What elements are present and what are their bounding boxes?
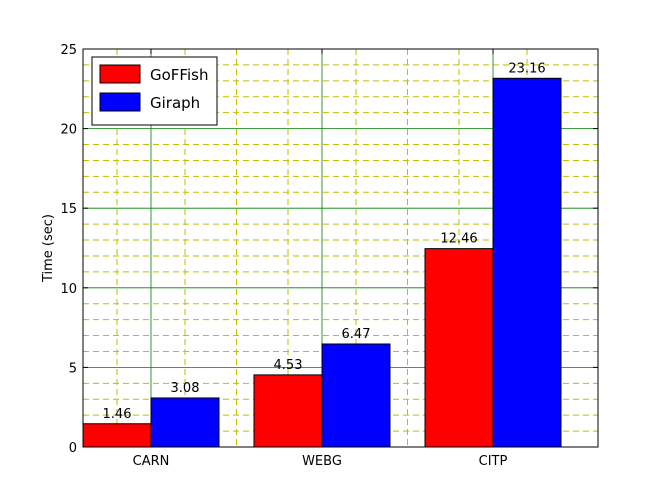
bars bbox=[82, 77, 562, 448]
data-label: 6.47 bbox=[342, 327, 371, 342]
x-tick-label: CITP bbox=[479, 454, 508, 469]
data-label: 23.16 bbox=[508, 61, 545, 76]
legend-label: GoFFish bbox=[150, 66, 208, 84]
legend-label: Giraph bbox=[150, 94, 200, 112]
y-tick-label: 10 bbox=[60, 282, 77, 297]
data-label: 3.08 bbox=[171, 381, 200, 396]
legend-swatch bbox=[99, 64, 141, 84]
bar-giraph-webg bbox=[321, 343, 391, 448]
y-tick-label: 5 bbox=[69, 361, 77, 376]
legend-swatch bbox=[99, 92, 141, 112]
ticks: 0 5 10 15 20 25 CARN WEBG CITP bbox=[60, 43, 598, 469]
data-label: 12.46 bbox=[440, 232, 477, 247]
plot-frame bbox=[82, 48, 599, 448]
data-label: 4.53 bbox=[274, 358, 303, 373]
bar-goffish-citp bbox=[424, 248, 494, 448]
bar-giraph-citp bbox=[492, 77, 562, 448]
y-tick-label: 15 bbox=[60, 202, 77, 217]
bar-goffish-webg bbox=[253, 374, 323, 448]
x-tick-label: WEBG bbox=[302, 454, 342, 469]
bar-giraph-carn bbox=[150, 397, 220, 448]
bar-goffish-carn bbox=[82, 423, 152, 448]
y-tick-label: 20 bbox=[60, 123, 77, 138]
data-labels: 1.46 4.53 12.46 3.08 6.47 23.16 bbox=[103, 61, 546, 421]
y-tick-label: 0 bbox=[69, 441, 77, 456]
x-tick-label: CARN bbox=[133, 454, 170, 469]
legend: GoFFish Giraph bbox=[91, 56, 218, 126]
y-axis-label: Time (sec) bbox=[41, 214, 56, 283]
data-label: 1.46 bbox=[103, 407, 132, 422]
y-tick-label: 25 bbox=[60, 43, 77, 58]
